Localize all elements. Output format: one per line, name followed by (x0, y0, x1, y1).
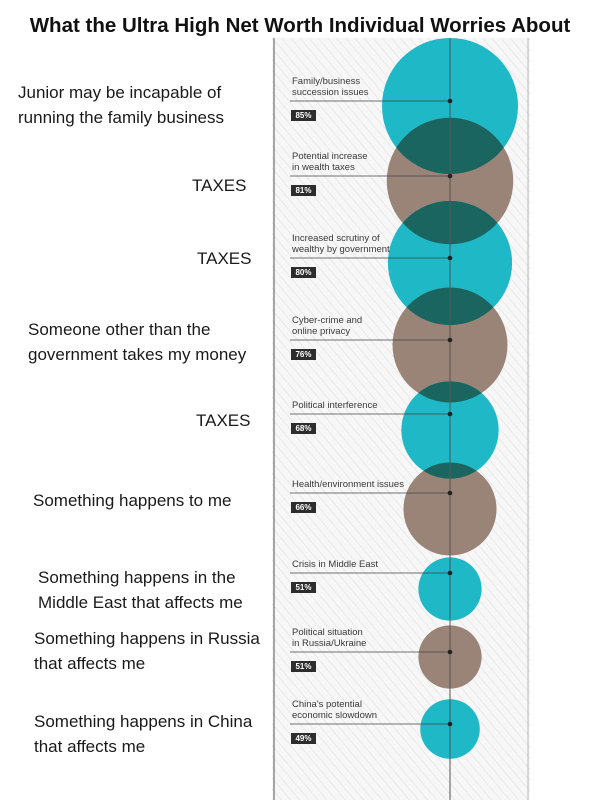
category-label: Health/environment issues (292, 479, 404, 490)
value-label: 76% (295, 350, 311, 359)
category-label: online privacy (292, 326, 350, 337)
category-label: Increased scrutiny of (292, 233, 380, 244)
bubble-chart-panel: Family/business succession issues 85% Poten… (272, 38, 530, 800)
value-label: 51% (295, 662, 311, 671)
value-badge (291, 185, 316, 196)
bubble-overlap-1 (386, 117, 514, 174)
annotation-3: TAXES (197, 249, 252, 268)
value-badge (291, 502, 316, 513)
annotation-8: Something happens in Russia that affects… (34, 629, 260, 673)
value-label: 81% (295, 186, 311, 195)
value-dot (447, 173, 453, 179)
category-label: succession issues (292, 87, 369, 98)
annotation-7: Something happens in the Middle East tha… (38, 568, 243, 612)
bubble-overlap-2 (387, 200, 513, 245)
value-label: 51% (295, 583, 311, 592)
value-dot (447, 649, 453, 655)
row-7: Crisis in Middle East 51% (290, 559, 453, 593)
value-label: 49% (295, 734, 311, 743)
category-label: China's potential (292, 699, 362, 710)
value-badge (291, 110, 316, 121)
value-label: 80% (295, 268, 311, 277)
value-dot (447, 337, 453, 343)
value-dot (447, 490, 453, 496)
annotation-9: Something happens in China that affects … (34, 712, 253, 756)
annotation-4: Someone other than the government takes … (28, 320, 247, 364)
category-label: in Russia/Ukraine (292, 638, 366, 649)
category-label: wealthy by government (291, 244, 390, 255)
page-title: What the Ultra High Net Worth Individual… (29, 14, 571, 37)
annotation-5: TAXES (196, 411, 251, 430)
category-label: Potential increase (292, 151, 368, 162)
value-dot (447, 98, 453, 104)
category-label: Cyber-crime and (292, 315, 362, 326)
category-label: Political interference (292, 400, 378, 411)
value-label: 68% (295, 424, 311, 433)
category-label: Crisis in Middle East (292, 559, 378, 570)
value-badge (291, 349, 316, 360)
value-badge (291, 423, 316, 434)
value-badge (291, 267, 316, 278)
value-badge (291, 661, 316, 672)
value-badge (291, 733, 316, 744)
value-label: 66% (295, 503, 311, 512)
annotation-6: Something happens to me (33, 491, 232, 510)
value-dot (447, 411, 453, 417)
value-badge (291, 582, 316, 593)
annotation-1: Junior may be incapable of running the f… (18, 83, 225, 127)
category-label: Political situation (292, 627, 363, 638)
value-dot (447, 255, 453, 261)
bubble-overlap-3 (392, 287, 508, 326)
category-label: economic slowdown (292, 710, 377, 721)
value-dot (447, 570, 453, 576)
category-label: Family/business (292, 76, 360, 87)
category-label: in wealth taxes (292, 162, 355, 173)
row-6: Health/environment issues 66% (290, 479, 453, 513)
value-dot (447, 721, 453, 727)
value-label: 85% (295, 111, 311, 120)
row-5: Political interference 68% (290, 400, 453, 434)
annotation-2: TAXES (192, 176, 247, 195)
